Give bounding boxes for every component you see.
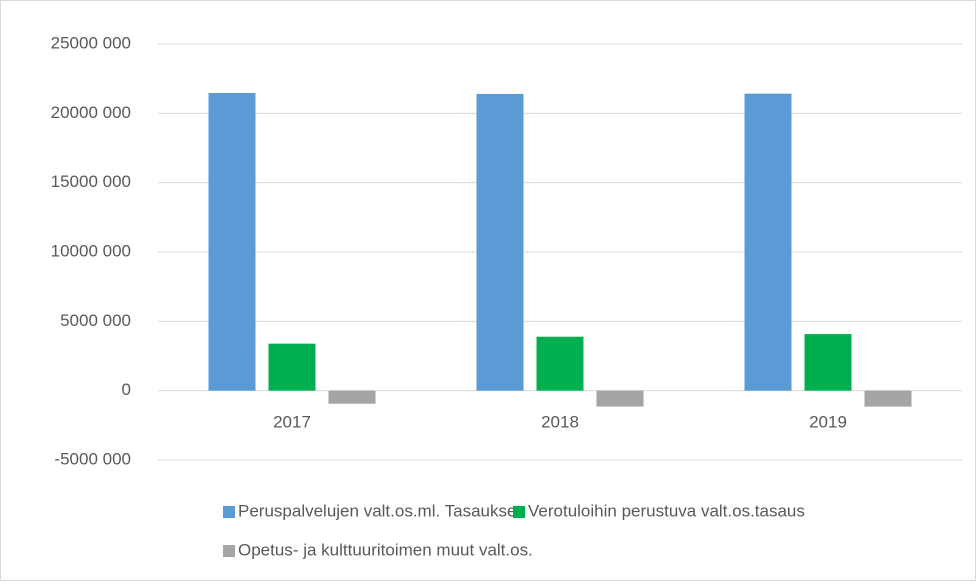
- bar: [328, 390, 376, 404]
- bar: [804, 334, 852, 391]
- bar: [596, 390, 644, 407]
- y-tick-label: 25000 000: [51, 33, 131, 52]
- legend-label: Peruspalvelujen valt.os.ml. Tasaukset: [238, 501, 521, 520]
- y-tick-label: 15000 000: [51, 172, 131, 191]
- legend-swatch: [223, 506, 235, 518]
- x-tick-label: 2017: [273, 412, 311, 431]
- bar: [476, 93, 524, 391]
- bar: [536, 336, 584, 391]
- legend-label: Verotuloihin perustuva valt.os.tasaus: [528, 501, 805, 520]
- legend-label: Opetus- ja kulttuuritoimen muut valt.os.: [238, 540, 533, 559]
- y-tick-label: 10000 000: [51, 241, 131, 260]
- bar: [864, 390, 912, 407]
- y-tick-label: 0: [122, 380, 131, 399]
- y-tick-label: -5000 000: [54, 449, 131, 468]
- x-tick-label: 2018: [541, 412, 579, 431]
- legend-swatch: [223, 545, 235, 557]
- bar: [268, 343, 316, 391]
- y-tick-label: 20000 000: [51, 103, 131, 122]
- y-tick-label: 5000 000: [60, 311, 131, 330]
- bar: [208, 92, 256, 391]
- x-tick-label: 2019: [809, 412, 847, 431]
- bar: [744, 93, 792, 391]
- legend-swatch: [513, 506, 525, 518]
